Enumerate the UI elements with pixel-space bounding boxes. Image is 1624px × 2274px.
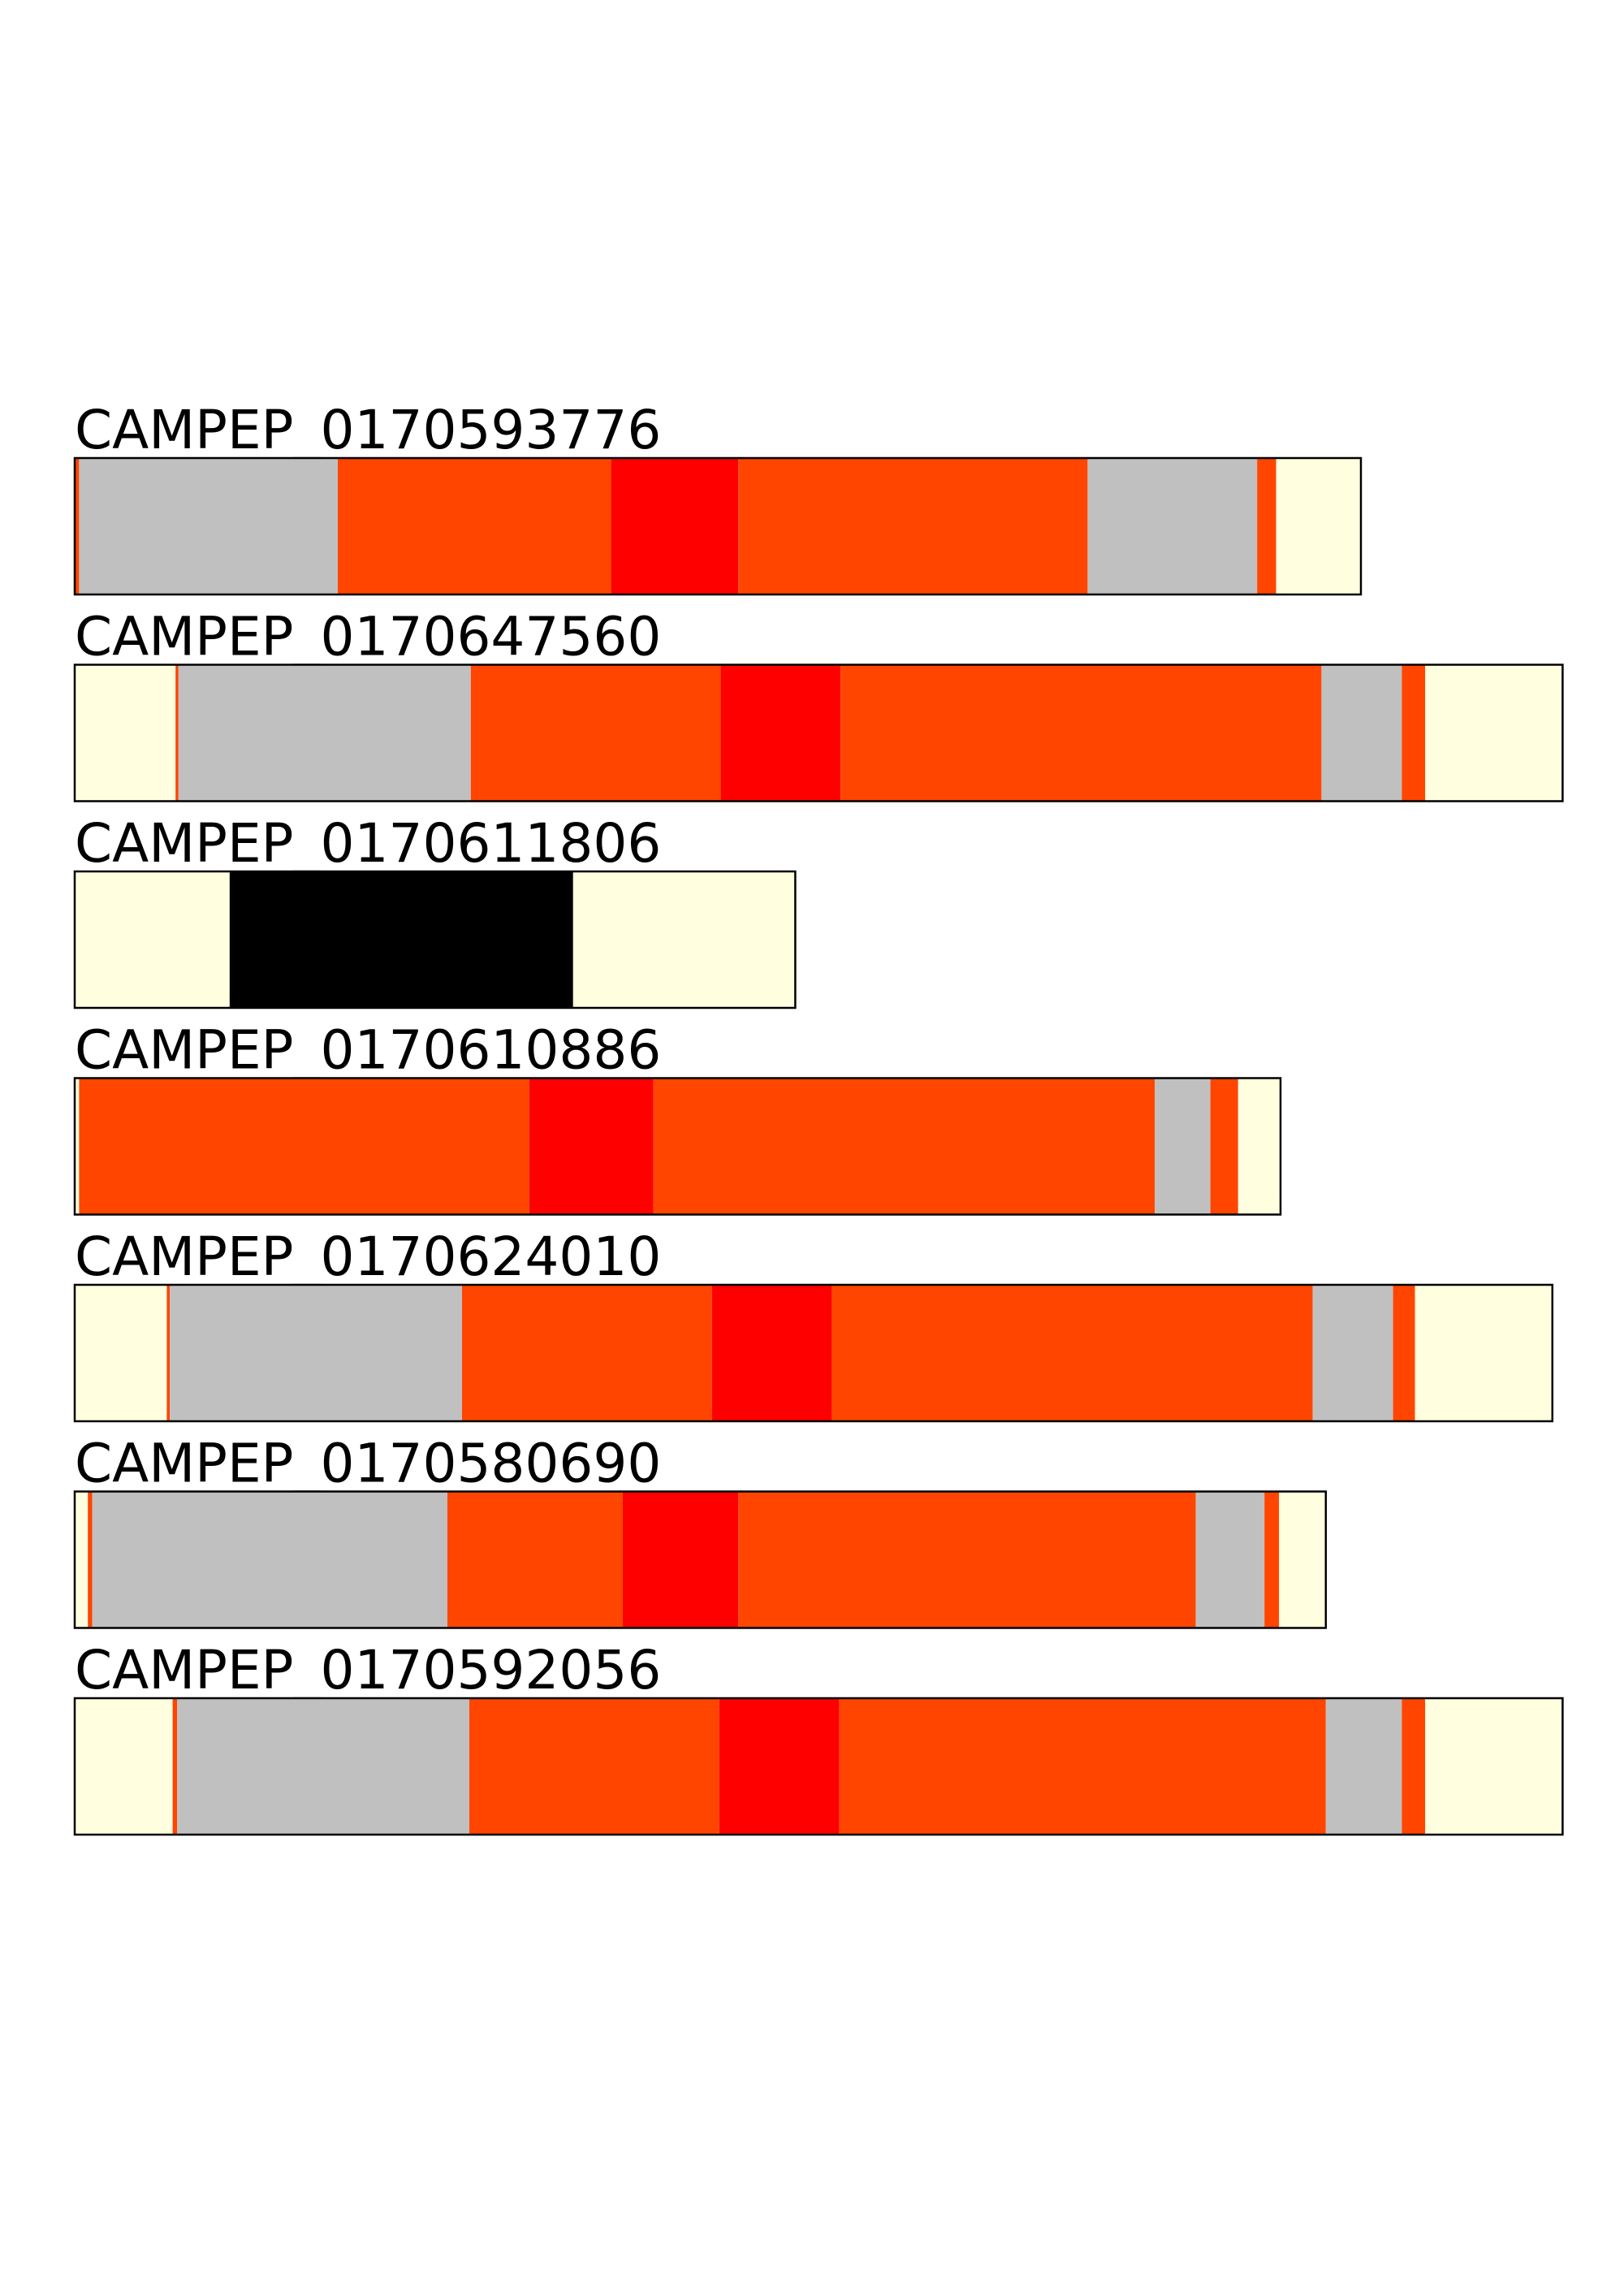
segment xyxy=(839,1698,1326,1835)
segment xyxy=(1402,664,1426,802)
segment xyxy=(175,664,179,802)
row-label: CAMPEP_0170610886 xyxy=(75,1019,661,1082)
segment xyxy=(572,871,796,1008)
segment xyxy=(462,1285,712,1421)
segment xyxy=(447,1491,623,1628)
segment xyxy=(738,458,1088,594)
segment xyxy=(1415,1285,1553,1421)
row-label: CAMPEP_0170580690 xyxy=(75,1433,661,1495)
segment xyxy=(1425,1698,1563,1835)
segment xyxy=(1195,1491,1265,1628)
segment xyxy=(75,1285,167,1421)
segment xyxy=(166,1285,170,1421)
segment xyxy=(79,1078,529,1215)
row-outline xyxy=(73,1283,1554,1423)
segment xyxy=(831,1285,1313,1421)
segment xyxy=(170,1285,462,1421)
segment xyxy=(711,1285,832,1421)
segment xyxy=(1257,458,1276,594)
segment xyxy=(75,1078,80,1215)
segment xyxy=(719,1698,840,1835)
segment xyxy=(1210,1078,1238,1215)
segment xyxy=(611,458,739,594)
row-label: CAMPEP_0170593776 xyxy=(75,399,661,461)
segment xyxy=(88,1491,93,1628)
segment xyxy=(1312,1285,1393,1421)
segment xyxy=(470,664,721,802)
row-outline xyxy=(73,870,797,1009)
segment xyxy=(653,1078,1155,1215)
segment xyxy=(469,1698,719,1835)
segment xyxy=(75,871,230,1008)
segment xyxy=(92,1491,447,1628)
segment xyxy=(623,1491,739,1628)
segment xyxy=(1402,1698,1426,1835)
row-label: CAMPEP_0170647560 xyxy=(75,606,661,668)
row-outline xyxy=(73,664,1564,802)
segment xyxy=(75,458,80,594)
segment xyxy=(1237,1078,1281,1215)
segment xyxy=(1321,664,1402,802)
segment xyxy=(178,664,471,802)
segment xyxy=(177,1698,469,1835)
segment xyxy=(529,1078,654,1215)
row-outline xyxy=(73,456,1363,596)
segment xyxy=(1425,664,1563,802)
segment xyxy=(229,871,573,1008)
segment xyxy=(1279,1491,1326,1628)
segment xyxy=(75,664,176,802)
segment xyxy=(75,1491,89,1628)
segment xyxy=(1264,1491,1280,1628)
segment xyxy=(720,664,841,802)
segment xyxy=(79,458,339,594)
segment xyxy=(1087,458,1258,594)
row-outline xyxy=(73,1490,1328,1629)
row-outline xyxy=(73,1697,1564,1836)
segment xyxy=(338,458,611,594)
segment xyxy=(75,1698,173,1835)
segment xyxy=(1155,1078,1211,1215)
segment xyxy=(738,1491,1196,1628)
segment xyxy=(1325,1698,1402,1835)
segment xyxy=(840,664,1322,802)
row-label: CAMPEP_0170592056 xyxy=(75,1639,661,1701)
row-outline xyxy=(73,1077,1282,1216)
segment xyxy=(172,1698,177,1835)
segment xyxy=(1393,1285,1415,1421)
row-label: CAMPEP_0170611806 xyxy=(75,812,661,875)
segment xyxy=(1276,458,1361,594)
row-label: CAMPEP_0170624010 xyxy=(75,1226,661,1288)
